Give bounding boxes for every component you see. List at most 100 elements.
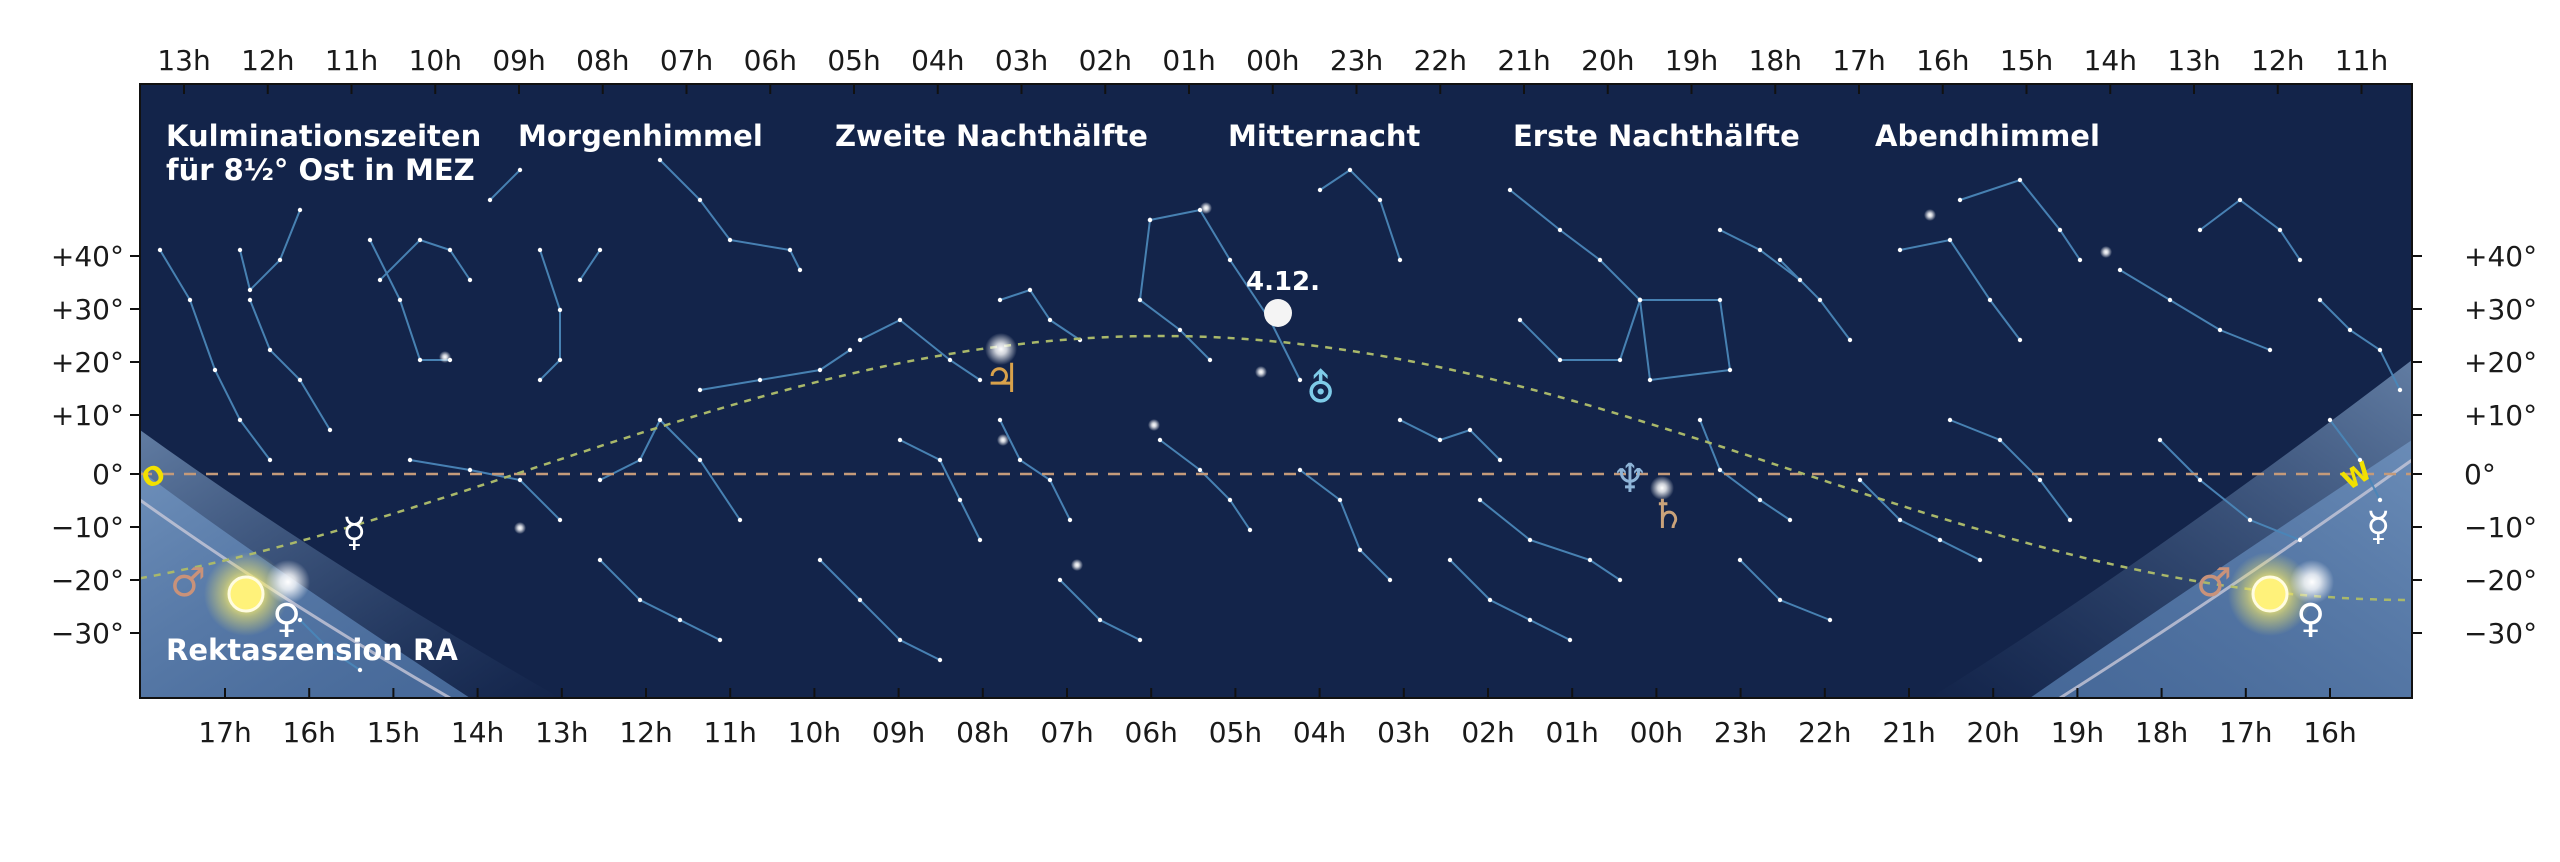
star xyxy=(857,337,863,343)
star xyxy=(897,437,903,443)
star xyxy=(2037,477,2043,483)
star xyxy=(1157,437,1163,443)
star xyxy=(597,477,603,483)
top-hour-axis: 13h 12h 11h 10h 09h 08h 07h 06h 05h 04h 03h 02h 01h 0… xyxy=(157,44,2388,94)
bottom-ra-tick: 03h xyxy=(1377,716,1430,749)
right-ascension-label: Rektaszension RA xyxy=(166,633,458,667)
declination-label-right: +40° xyxy=(2464,240,2537,273)
constellation-line xyxy=(1159,439,1251,531)
constellation-line xyxy=(1449,559,1571,641)
constellation-line xyxy=(2119,269,2271,351)
star xyxy=(417,237,423,243)
bright-star xyxy=(1071,559,1083,571)
star xyxy=(1227,497,1233,503)
bottom-ra-tick: 19h xyxy=(2051,716,2104,749)
star xyxy=(1617,577,1623,583)
star xyxy=(2197,227,2203,233)
star xyxy=(2317,297,2323,303)
star xyxy=(1357,547,1363,553)
star xyxy=(357,667,363,673)
section-second-half-night: Zweite Nachthälfte xyxy=(835,119,1148,153)
bright-star xyxy=(1148,419,1160,431)
section-midnight: Mitternacht xyxy=(1228,119,1421,153)
mercury-symbol-right: ☿ xyxy=(2366,504,2391,550)
jupiter-symbol: ♃ xyxy=(984,356,1020,402)
star xyxy=(577,277,583,283)
top-hour-tick: 02h xyxy=(1079,44,1132,77)
section-evening-sky: Abendhimmel xyxy=(1875,119,2100,153)
culmination-title-line1: Kulminationszeiten xyxy=(166,119,481,153)
star xyxy=(1897,517,1903,523)
star xyxy=(977,377,983,383)
star xyxy=(1527,537,1533,543)
star xyxy=(2017,337,2023,343)
top-hour-tick: 06h xyxy=(744,44,797,77)
star xyxy=(1957,197,1963,203)
top-hour-tick: 13h xyxy=(157,44,210,77)
star xyxy=(1197,467,1203,473)
star xyxy=(1137,637,1143,643)
declination-axis-right: +40° +30° +20° +10° 0° −10° −20° −30° xyxy=(2412,240,2537,650)
mars-symbol-right: ♂ xyxy=(2196,560,2232,606)
constellation-line xyxy=(239,209,301,292)
constellation-line xyxy=(2319,299,2401,391)
bottom-ra-tick: 17h xyxy=(198,716,251,749)
culmination-title-line2: für 8½° Ost in MEZ xyxy=(166,153,475,187)
constellation-line xyxy=(249,299,331,431)
star xyxy=(1067,517,1073,523)
star xyxy=(757,377,763,383)
top-hour-tick: 11h xyxy=(325,44,378,77)
declination-label-right: −30° xyxy=(2464,617,2537,650)
star xyxy=(1207,357,1213,363)
constellation-line xyxy=(999,288,1081,341)
top-hour-tick: 23h xyxy=(1330,44,1383,77)
star xyxy=(1987,297,1993,303)
saturn-glow xyxy=(1650,476,1674,500)
constellation-line xyxy=(2199,198,2301,261)
star xyxy=(1997,437,2003,443)
star xyxy=(797,267,803,273)
star xyxy=(697,457,703,463)
plot-frame xyxy=(139,83,2413,699)
bottom-ra-tick: 07h xyxy=(1040,716,1093,749)
star xyxy=(537,377,543,383)
star xyxy=(997,417,1003,423)
declination-label-right: +30° xyxy=(2464,293,2537,326)
constellation-line xyxy=(1699,419,1791,521)
neptune-symbol: ♆ xyxy=(1612,456,1648,502)
declination-label-right: 0° xyxy=(2464,458,2496,491)
star xyxy=(1377,197,1383,203)
constellation-line xyxy=(819,559,941,661)
bottom-ra-tick: 02h xyxy=(1461,716,1514,749)
star xyxy=(2077,257,2083,263)
moon-date-label: 4.12. xyxy=(1246,267,1320,297)
star xyxy=(2117,267,2123,273)
star xyxy=(1317,187,1323,193)
constellation-line xyxy=(599,559,721,641)
top-hour-tick: 05h xyxy=(827,44,880,77)
star xyxy=(1797,277,1803,283)
bottom-ra-tick: 05h xyxy=(1209,716,1262,749)
star xyxy=(487,197,493,203)
saturn-symbol: ♄ xyxy=(1650,492,1686,538)
star xyxy=(2057,227,2063,233)
star xyxy=(1227,257,1233,263)
star xyxy=(737,517,743,523)
star xyxy=(1557,357,1563,363)
star xyxy=(277,257,283,263)
mars-symbol-left: ♂ xyxy=(170,560,206,606)
bottom-ra-tick: 20h xyxy=(1967,716,2020,749)
star xyxy=(1397,257,1403,263)
star xyxy=(1097,617,1103,623)
top-hour-tick: 18h xyxy=(1749,44,1802,77)
star xyxy=(1697,417,1703,423)
star xyxy=(947,357,953,363)
star xyxy=(997,297,1003,303)
star xyxy=(2347,327,2353,333)
star xyxy=(1057,577,1063,583)
star xyxy=(557,307,563,313)
star xyxy=(597,247,603,253)
star xyxy=(237,247,243,253)
bottom-ra-tick: 15h xyxy=(367,716,420,749)
star xyxy=(697,197,703,203)
